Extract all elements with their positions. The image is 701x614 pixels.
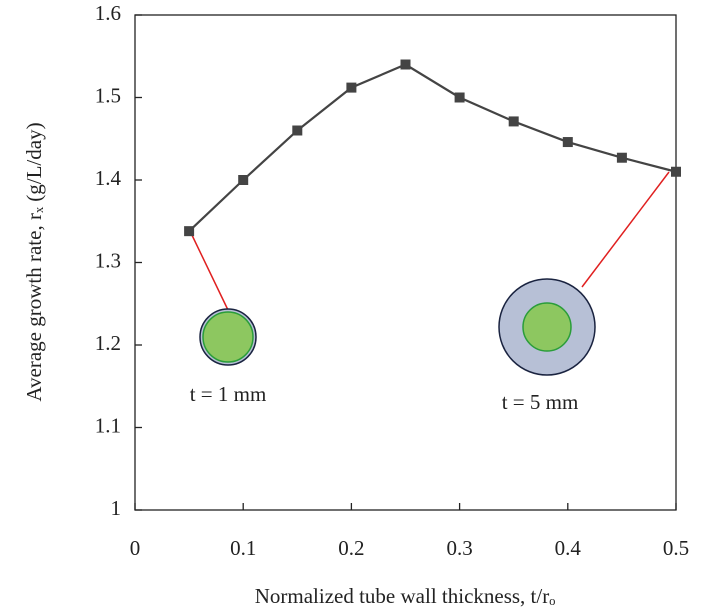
data-line	[188, 63, 677, 232]
pointer-line	[189, 230, 229, 311]
y-tick-label: 1	[111, 496, 122, 520]
annotation: t = 5 mm	[502, 390, 579, 414]
pointer-line	[581, 171, 670, 288]
tube-illustration	[189, 171, 670, 376]
data-point	[238, 175, 249, 185]
x-axis-label: Normalized tube wall thickness, t/rₒ	[255, 584, 556, 608]
data-point	[346, 82, 357, 93]
y-tick-label: 1.5	[95, 83, 121, 107]
plot-frame	[134, 14, 677, 511]
x-tick-label: 0.4	[555, 536, 582, 560]
data-point	[562, 137, 573, 148]
x-tick-label: 0.3	[446, 536, 472, 560]
y-tick-label: 1.3	[95, 248, 121, 272]
data-point	[184, 226, 195, 237]
x-tick-label: 0.2	[338, 536, 364, 560]
data-point	[671, 166, 681, 177]
y-tick-label: 1.1	[95, 413, 121, 437]
y-axis-label: Average growth rate, rₓ (g/L/day)	[22, 122, 46, 401]
tube-inner	[522, 302, 572, 352]
data-point	[454, 92, 465, 103]
tube-inner	[202, 311, 254, 363]
annotation: t = 1 mm	[190, 382, 267, 406]
x-tick-label: 0.1	[230, 536, 256, 560]
y-tick-label: 1.6	[95, 1, 121, 25]
data-point	[616, 152, 627, 163]
y-tick-label: 1.2	[95, 331, 121, 355]
y-tick-label: 1.4	[95, 166, 122, 190]
data-point	[292, 125, 303, 136]
x-tick-label: 0	[130, 536, 141, 560]
data-point	[508, 116, 519, 127]
x-tick-label: 0.5	[663, 536, 689, 560]
data-point	[400, 59, 411, 70]
